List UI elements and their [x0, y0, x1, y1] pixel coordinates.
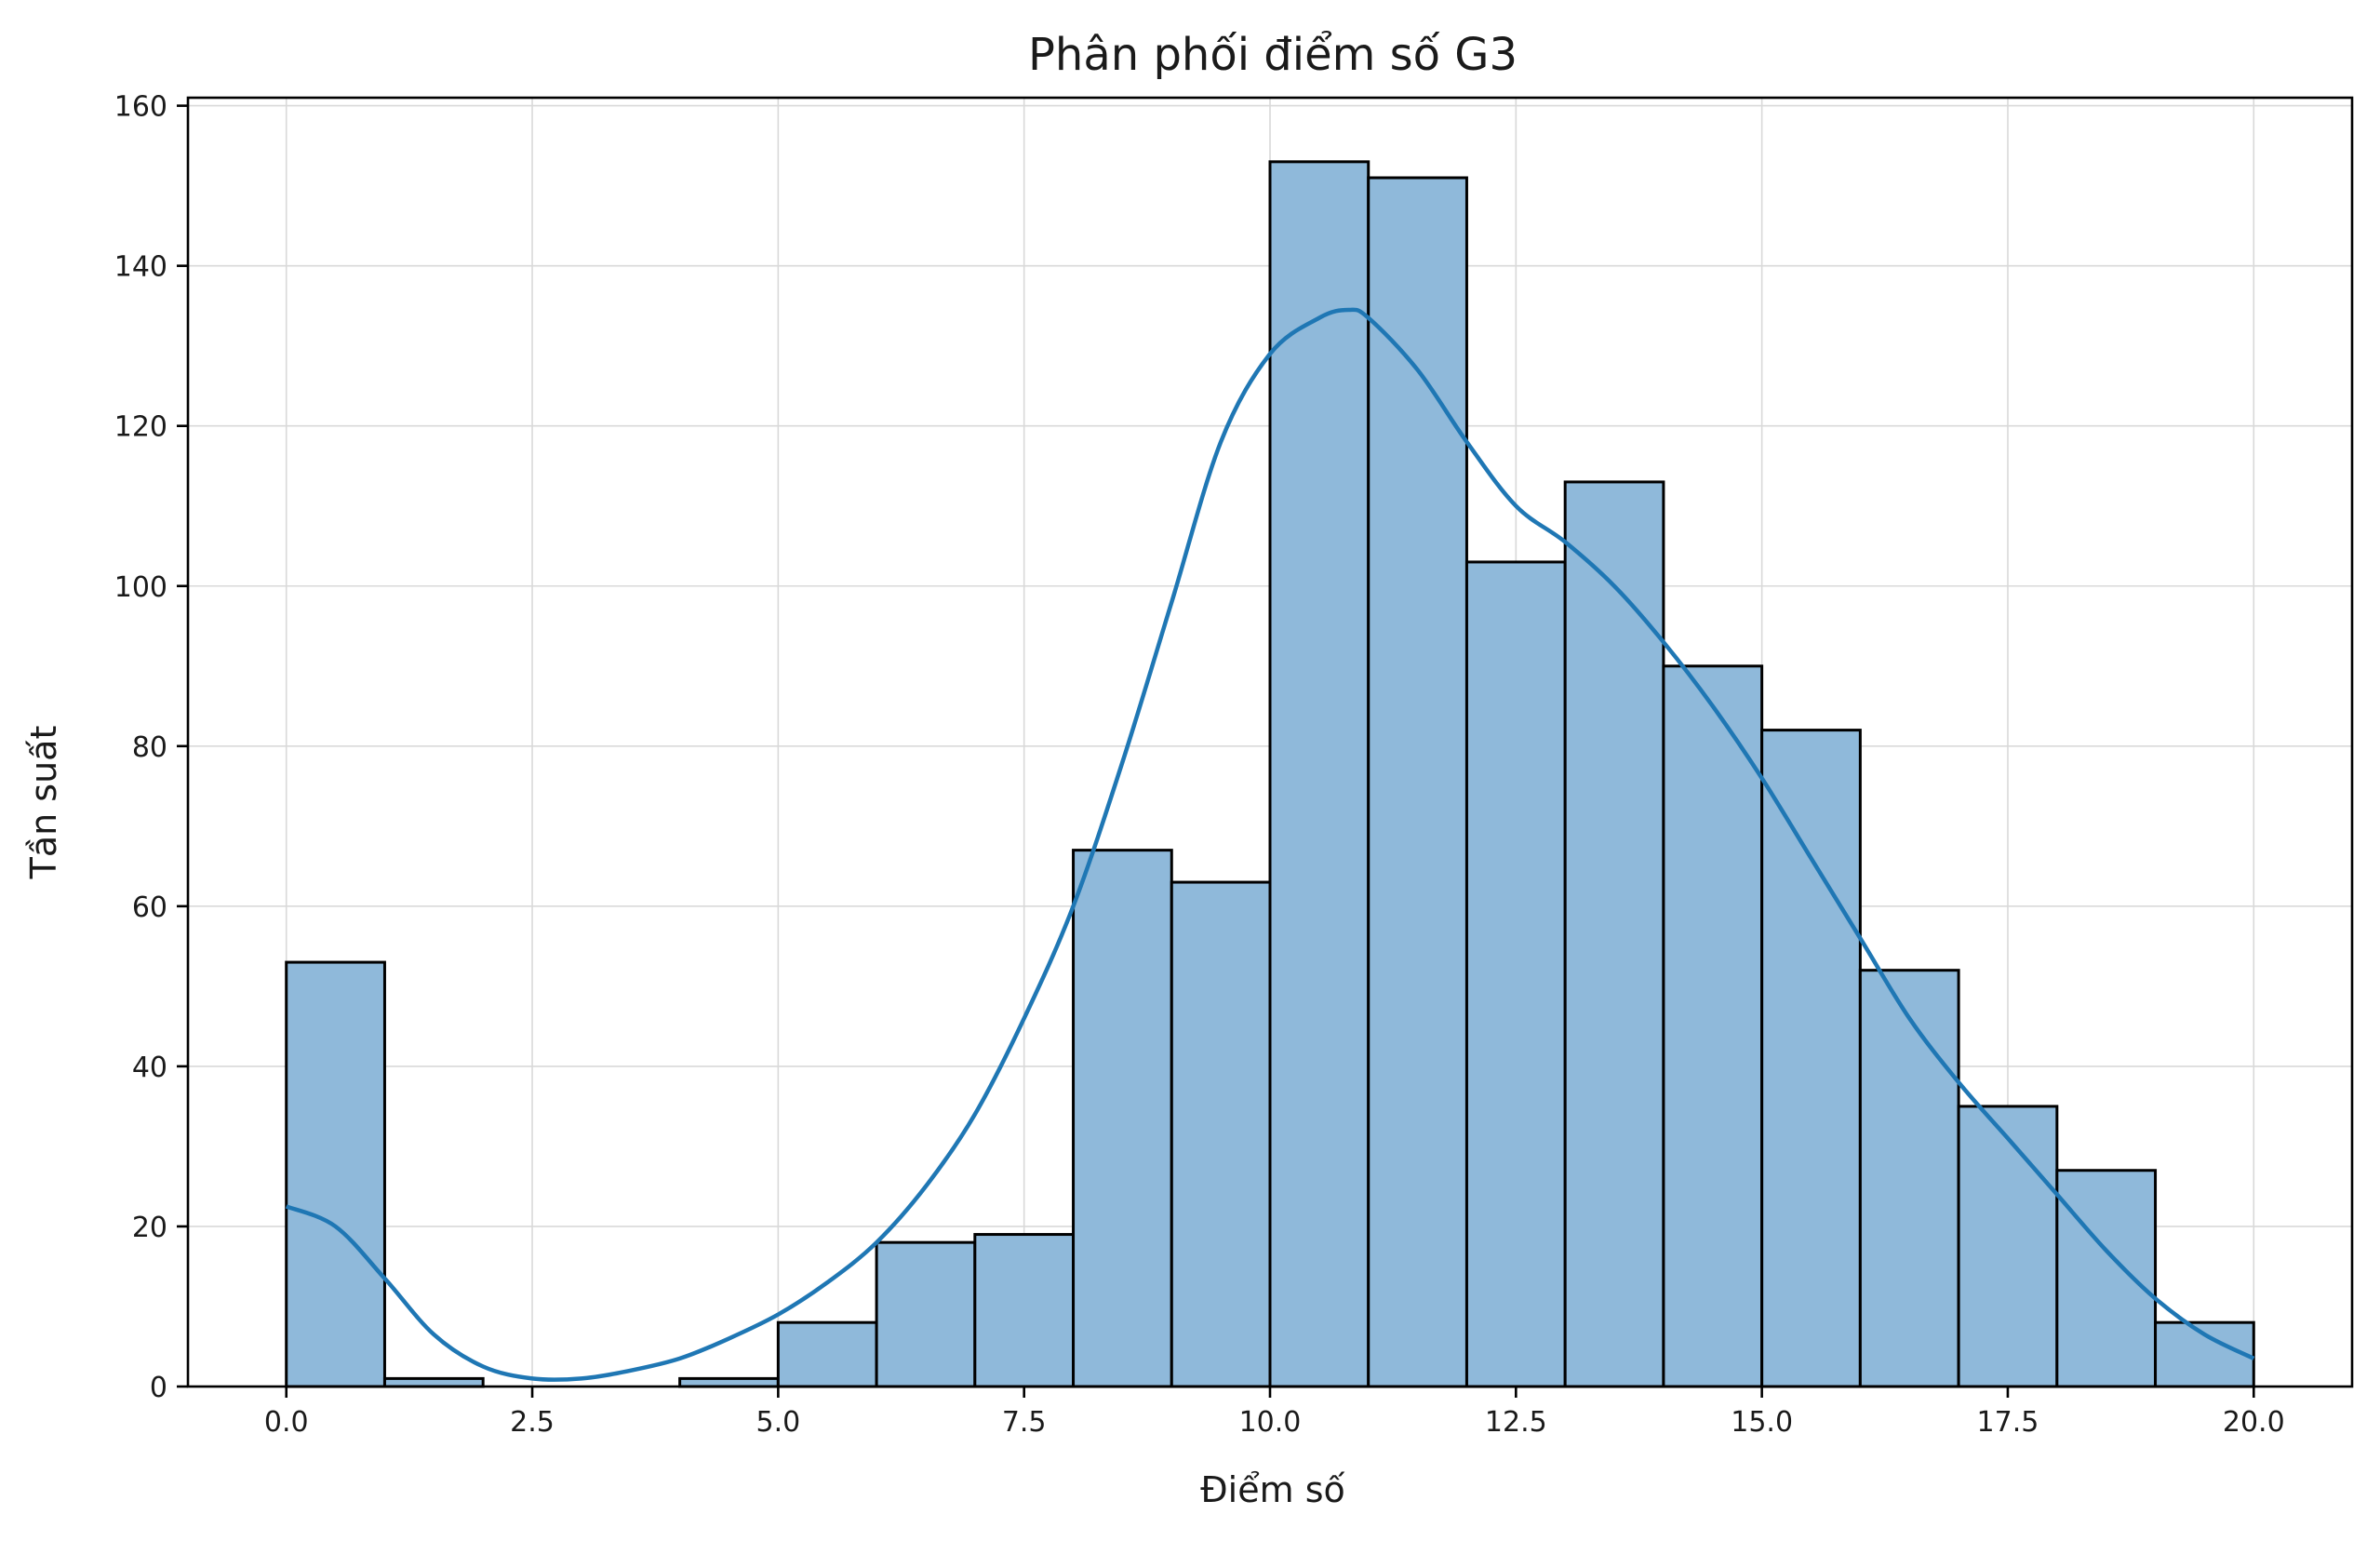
x-tick-label: 0.0 — [264, 1406, 309, 1439]
y-axis-label: Tần suất — [23, 726, 64, 880]
y-tick-label: 60 — [132, 891, 167, 924]
histogram-bar — [1367, 176, 1468, 1388]
histogram-bar — [1268, 160, 1371, 1388]
histogram-bar — [1760, 729, 1862, 1388]
kde-curve — [285, 307, 2255, 1382]
x-tick-label: 15.0 — [1731, 1406, 1793, 1439]
y-axis-ticks: 0 20 40 60 80 100 120 140 160 — [114, 91, 188, 1404]
x-tick-label: 10.0 — [1239, 1406, 1302, 1439]
y-tick-label: 140 — [114, 251, 167, 284]
histogram-bars — [285, 160, 2255, 1388]
y-tick-label: 0 — [150, 1372, 167, 1404]
x-tick-label: 2.5 — [510, 1406, 555, 1439]
histogram-bar — [776, 1320, 878, 1388]
y-tick-label: 120 — [114, 411, 167, 444]
y-tick-label: 40 — [132, 1052, 167, 1084]
histogram-bar — [1072, 849, 1173, 1388]
histogram-bar — [1464, 560, 1567, 1388]
histogram-bar — [2154, 1320, 2255, 1388]
y-tick-label: 80 — [132, 731, 167, 764]
histogram-bar — [1563, 480, 1665, 1388]
histogram-bar — [1858, 969, 1960, 1388]
x-tick-label: 12.5 — [1485, 1406, 1547, 1439]
x-axis-ticks: 0.0 2.5 5.0 7.5 10.0 12.5 15.0 17.5 20.0 — [264, 1387, 2285, 1439]
histogram-bar — [1170, 880, 1272, 1388]
x-tick-label: 5.0 — [756, 1406, 801, 1439]
histogram-bar — [285, 960, 386, 1388]
histogram-bar — [1957, 1105, 2059, 1388]
y-tick-label: 20 — [132, 1212, 167, 1244]
x-axis-label: Điểm số — [1200, 1469, 1345, 1510]
histogram-bar — [875, 1240, 977, 1388]
x-tick-label: 7.5 — [1002, 1406, 1047, 1439]
x-tick-label: 17.5 — [1977, 1406, 2039, 1439]
y-tick-label: 160 — [114, 91, 167, 124]
chart-title: Phân phối điểm số G3 — [1028, 29, 1518, 81]
histogram-bar — [973, 1233, 1076, 1388]
x-tick-label: 20.0 — [2223, 1406, 2285, 1439]
histogram-bar — [1662, 664, 1764, 1388]
y-tick-label: 100 — [114, 571, 167, 604]
histogram-bar — [2055, 1169, 2158, 1388]
